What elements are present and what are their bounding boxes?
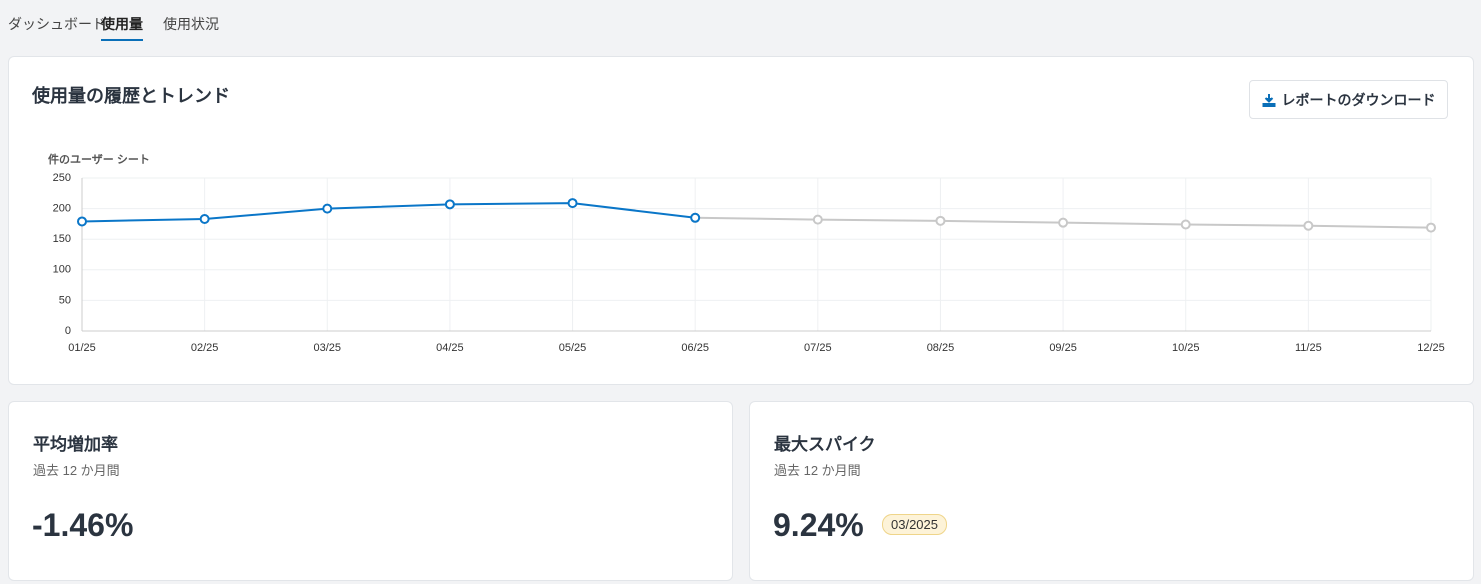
button-label: レポートのダウンロード: [1281, 91, 1436, 108]
tab[interactable]: 使用状況: [163, 16, 219, 32]
stat-subtitle: 過去 12 か月間: [33, 463, 120, 478]
point: [567, 198, 578, 209]
point: [1426, 222, 1436, 233]
download-button[interactable]: レポートのダウンロード: [1249, 80, 1448, 119]
stat-title: 最大スパイク: [774, 435, 876, 454]
x-tick-label: 09/25: [1049, 342, 1077, 354]
y-tick-label: 100: [53, 264, 71, 276]
stat-badge: 03/2025: [882, 514, 947, 535]
point: [1058, 217, 1069, 228]
x-tick-label: 07/25: [804, 342, 832, 354]
chart: 件のユーザー シート 0 50 100 150 200 250 01/25 02/25 03/2…: [48, 152, 1445, 354]
y-tick-label: 0: [65, 325, 71, 337]
point: [935, 215, 946, 226]
y-tick-label: 50: [59, 294, 71, 306]
x-tick-label: 04/25: [436, 342, 464, 354]
y-tick-label: 150: [53, 233, 71, 245]
x-tick-label: 10/25: [1172, 342, 1200, 354]
download-icon: [1262, 93, 1275, 107]
point: [1180, 219, 1191, 230]
x-tick-label: 08/25: [927, 342, 955, 354]
stat-value: -1.46%: [32, 507, 134, 543]
point: [322, 203, 333, 214]
x-tick-label: 02/25: [191, 342, 219, 354]
x-tick-label: 06/25: [681, 342, 709, 354]
card-title: 使用量の履歴とトレンド: [32, 86, 230, 106]
stat-value: 9.24%: [773, 507, 864, 543]
y-tick-label: 250: [53, 172, 71, 184]
y-axis-label: 件のユーザー シート: [48, 152, 150, 166]
x-tick-label: 01/25: [68, 342, 96, 354]
x-tick-label: 12/25: [1417, 342, 1445, 354]
stat-subtitle: 過去 12 か月間: [774, 463, 861, 478]
tab[interactable]: ダッシュボード: [8, 16, 106, 32]
line: [81, 202, 696, 223]
point: [199, 214, 210, 225]
x-tick-label: 05/25: [559, 342, 587, 354]
y-tick-label: 200: [53, 203, 71, 215]
stat-title: 平均増加率: [33, 435, 118, 454]
stat-card: 最大スパイク 過去 12 か月間 9.24% 03/2025: [749, 401, 1474, 581]
point: [1303, 220, 1314, 231]
point: [690, 212, 701, 223]
point: [444, 199, 455, 210]
x-tick-label: 03/25: [314, 342, 342, 354]
point: [812, 214, 823, 225]
usage-card: [8, 56, 1474, 385]
x-tick-label: 11/25: [1295, 342, 1322, 354]
tab-active[interactable]: 使用量: [101, 14, 143, 41]
point: [77, 216, 87, 227]
stat-card: 平均増加率 過去 12 か月間 -1.46%: [8, 401, 733, 581]
